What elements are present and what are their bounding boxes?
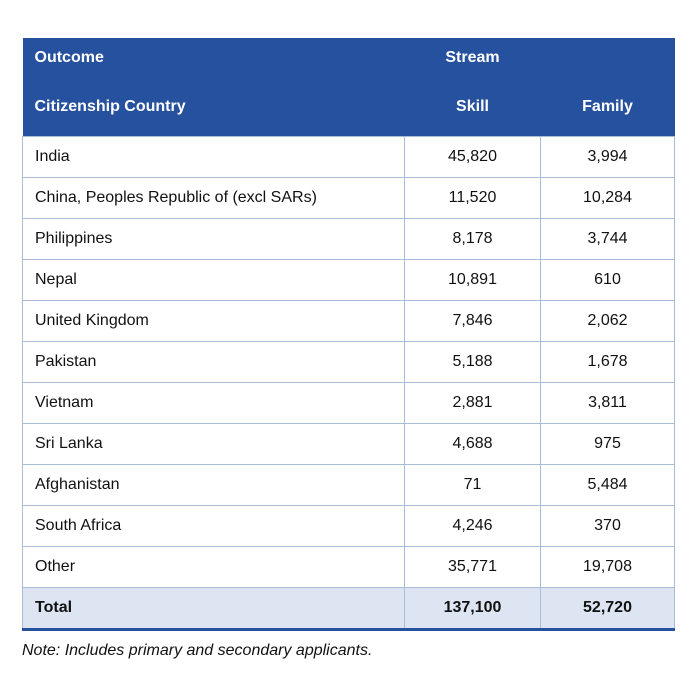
family-cell: 2,062 <box>540 300 675 342</box>
skill-cell: 71 <box>404 464 541 506</box>
table-row: China, Peoples Republic of (excl SARs) 1… <box>22 177 675 219</box>
country-cell: South Africa <box>22 505 405 547</box>
family-cell: 10,284 <box>540 177 675 219</box>
total-label: Total <box>22 587 405 631</box>
skill-cell: 7,846 <box>404 300 541 342</box>
family-cell: 5,484 <box>540 464 675 506</box>
skill-cell: 35,771 <box>404 546 541 588</box>
table-row: Pakistan 5,188 1,678 <box>22 341 675 383</box>
country-cell: Sri Lanka <box>22 423 405 465</box>
table-row: Other 35,771 19,708 <box>22 546 675 588</box>
table-row: Nepal 10,891 610 <box>22 259 675 301</box>
family-cell: 19,708 <box>540 546 675 588</box>
total-row: Total 137,100 52,720 <box>22 587 675 631</box>
skill-cell: 4,246 <box>404 505 541 547</box>
table-footer: Total 137,100 52,720 <box>22 587 675 631</box>
family-cell: 370 <box>540 505 675 547</box>
header-row-citizenship: Citizenship Country Skill Family <box>22 78 675 137</box>
table-body: India 45,820 3,994 China, Peoples Republ… <box>22 136 675 588</box>
skill-cell: 8,178 <box>404 218 541 260</box>
country-cell: Philippines <box>22 218 405 260</box>
country-cell: Vietnam <box>22 382 405 424</box>
skill-cell: 10,891 <box>404 259 541 301</box>
table-row: United Kingdom 7,846 2,062 <box>22 300 675 342</box>
skill-cell: 5,188 <box>404 341 541 383</box>
table-header: Outcome Stream Citizenship Country Skill… <box>22 38 675 137</box>
family-column-header: Family <box>540 78 675 137</box>
country-cell: India <box>22 136 405 178</box>
country-cell: Afghanistan <box>22 464 405 506</box>
country-cell: Pakistan <box>22 341 405 383</box>
table-row: Philippines 8,178 3,744 <box>22 218 675 260</box>
skill-cell: 2,881 <box>404 382 541 424</box>
skill-cell: 45,820 <box>404 136 541 178</box>
skill-column-header: Skill <box>404 78 541 137</box>
table-row: Vietnam 2,881 3,811 <box>22 382 675 424</box>
family-cell: 3,811 <box>540 382 675 424</box>
outcome-stream-table: Outcome Stream Citizenship Country Skill… <box>22 38 675 631</box>
header-row-outcome: Outcome Stream <box>22 38 675 78</box>
total-family: 52,720 <box>540 587 675 631</box>
family-cell: 3,744 <box>540 218 675 260</box>
header-empty-cell <box>540 38 675 78</box>
family-cell: 975 <box>540 423 675 465</box>
skill-cell: 4,688 <box>404 423 541 465</box>
country-cell: Nepal <box>22 259 405 301</box>
table-row: South Africa 4,246 370 <box>22 505 675 547</box>
country-cell: Other <box>22 546 405 588</box>
table-row: Afghanistan 71 5,484 <box>22 464 675 506</box>
country-cell: China, Peoples Republic of (excl SARs) <box>22 177 405 219</box>
table-row: India 45,820 3,994 <box>22 136 675 178</box>
table-row: Sri Lanka 4,688 975 <box>22 423 675 465</box>
skill-cell: 11,520 <box>404 177 541 219</box>
outcome-header: Outcome <box>22 38 405 78</box>
country-cell: United Kingdom <box>22 300 405 342</box>
family-cell: 3,994 <box>540 136 675 178</box>
family-cell: 1,678 <box>540 341 675 383</box>
family-cell: 610 <box>540 259 675 301</box>
total-skill: 137,100 <box>404 587 541 631</box>
citizenship-country-header: Citizenship Country <box>22 78 405 137</box>
stream-table-container: Outcome Stream Citizenship Country Skill… <box>22 38 675 631</box>
stream-header: Stream <box>404 38 541 78</box>
table-note: Note: Includes primary and secondary app… <box>22 642 373 659</box>
